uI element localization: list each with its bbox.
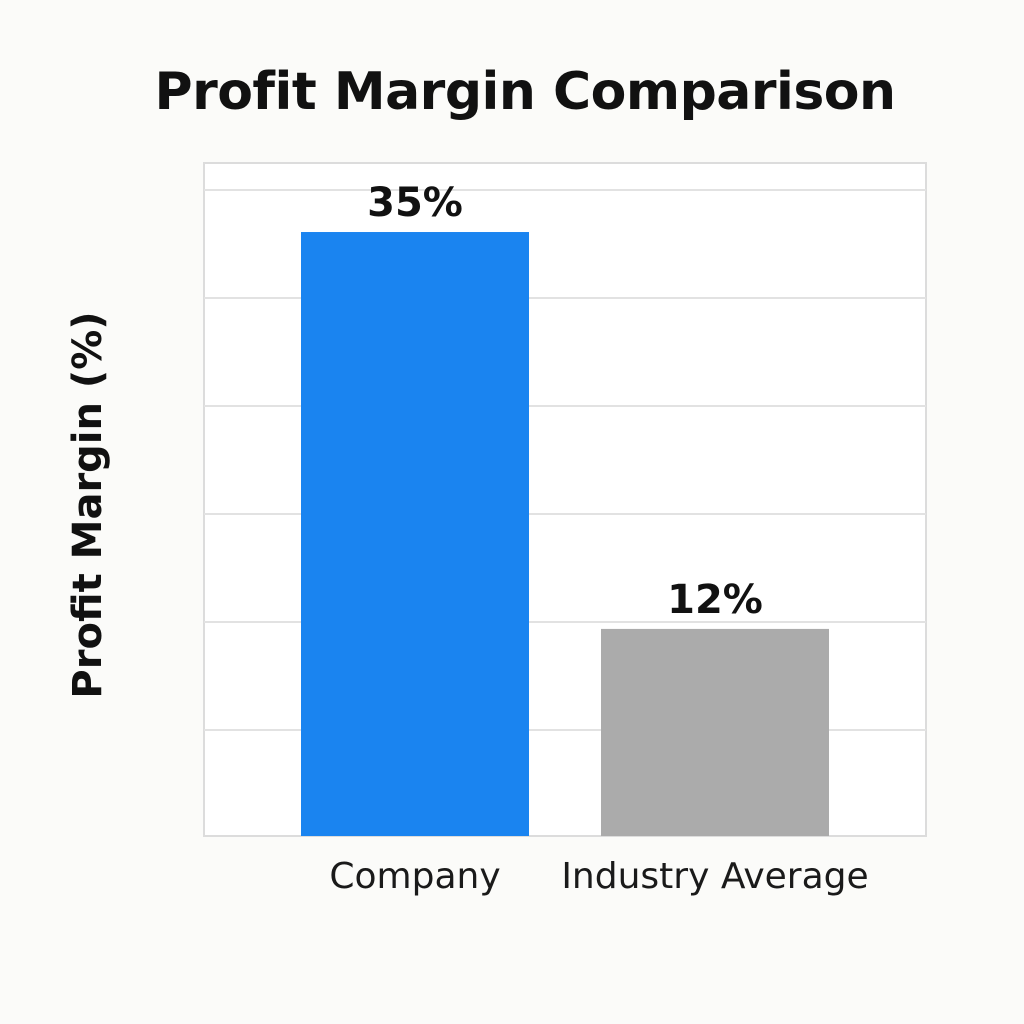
category-label: Industry Average: [561, 856, 868, 897]
data-label: 12%: [667, 577, 763, 623]
bar-1: [601, 628, 829, 836]
category-label: Company: [329, 856, 500, 897]
bar-0: [301, 232, 529, 836]
data-label: 35%: [367, 180, 463, 226]
chart-title: Profit Margin Comparison: [154, 62, 896, 122]
